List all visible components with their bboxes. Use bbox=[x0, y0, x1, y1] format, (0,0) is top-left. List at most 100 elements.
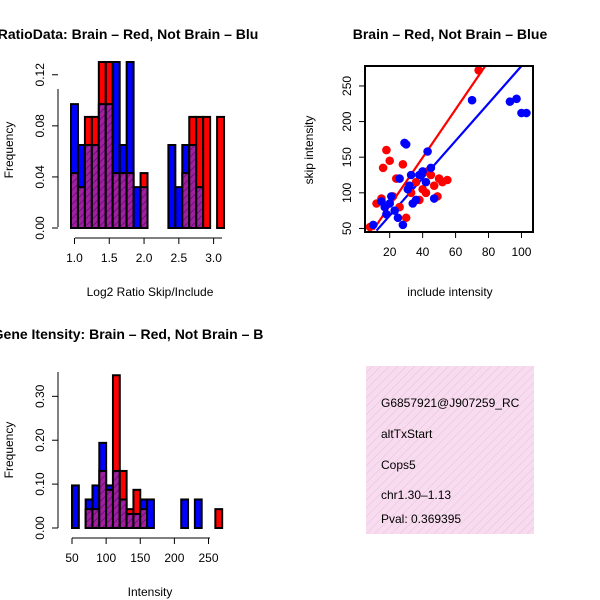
not-brain-point-21 bbox=[426, 163, 436, 173]
overlap-bar-9 bbox=[132, 512, 142, 530]
x-tick-label: 200 bbox=[164, 551, 184, 565]
info-panel: G6857921@J907259_RC altTxStart Cops5 chr… bbox=[366, 366, 534, 534]
overlap-bar-1 bbox=[76, 186, 86, 229]
intensity-histogram-xlabel: Intensity bbox=[128, 585, 173, 599]
not-brain-point-24 bbox=[505, 97, 515, 106]
not-brain-point-18 bbox=[418, 167, 427, 176]
not-brain-point-3 bbox=[382, 209, 391, 219]
brain-point-15 bbox=[421, 188, 431, 198]
overlap-bar-6 bbox=[111, 172, 121, 229]
intensity-scatter-xlabel: include intensity bbox=[407, 285, 492, 299]
not-brain-point-27 bbox=[522, 108, 531, 118]
brain-bar-21 bbox=[216, 115, 226, 229]
not-brain-point-25 bbox=[512, 94, 521, 104]
x-tick-label: 150 bbox=[130, 551, 150, 565]
overlap-bar-2 bbox=[84, 508, 94, 529]
x-tick-label: 60 bbox=[449, 245, 463, 259]
x-tick-label: 2.0 bbox=[136, 251, 153, 265]
intensity-scatter-panel: Brain – Red, Not Brain – Blue 20 40 60 80 10… bbox=[302, 26, 547, 299]
y-tick-label: 250 bbox=[340, 76, 354, 96]
overlap-bar-10 bbox=[139, 186, 149, 229]
y-tick-label: 0.00 bbox=[33, 216, 47, 240]
intensity-histogram-title: Gene Itensity: Brain – Red, Not Brain – … bbox=[0, 326, 263, 342]
not-brain-bar-15 bbox=[174, 186, 184, 229]
brain-point-12 bbox=[411, 177, 421, 187]
y-tick-label: 100 bbox=[340, 182, 354, 202]
x-tick-label: 1.0 bbox=[66, 251, 83, 265]
not-brain-point-5 bbox=[387, 192, 396, 201]
x-tick-label: 3.0 bbox=[205, 251, 222, 265]
info-gene-name: Cops5 bbox=[381, 458, 416, 472]
y-tick-label: 200 bbox=[340, 111, 354, 131]
y-tick-label: 150 bbox=[340, 147, 354, 167]
y-tick-label: 0.10 bbox=[33, 472, 47, 496]
brain-point-3 bbox=[378, 163, 388, 173]
not-brain-point-4 bbox=[385, 199, 395, 208]
not-brain-point-13 bbox=[405, 181, 414, 190]
info-event-type: altTxStart bbox=[381, 427, 433, 441]
overlap-bar-6 bbox=[111, 469, 121, 530]
x-tick-label: 40 bbox=[416, 245, 430, 259]
y-tick-label: 0.30 bbox=[33, 384, 47, 408]
y-tick-label: 0.04 bbox=[33, 165, 47, 189]
ratio-histogram-ylabel: Frequency bbox=[2, 122, 16, 179]
overlap-bar-18 bbox=[195, 186, 205, 229]
intensity-scatter-title: Brain – Red, Not Brain – Blue bbox=[353, 26, 548, 42]
not-brain-point-14 bbox=[406, 170, 416, 180]
overlap-bar-0 bbox=[70, 172, 79, 229]
overlap-bar-17 bbox=[188, 144, 198, 229]
overlap-bar-4 bbox=[97, 103, 107, 229]
not-brain-bar-11 bbox=[146, 498, 155, 530]
overlap-bar-5 bbox=[105, 488, 114, 530]
ratio-histogram-xlabel: Log2 Ratio Skip/Include bbox=[87, 285, 214, 299]
brain-point-17 bbox=[426, 170, 436, 180]
brain-bar-21 bbox=[214, 508, 224, 529]
overlap-bar-5 bbox=[104, 103, 114, 229]
overlap-bar-10 bbox=[139, 508, 149, 529]
not-brain-point-23 bbox=[467, 95, 477, 105]
not-brain-point-7 bbox=[393, 213, 403, 223]
info-location: chr1.30–1.13 bbox=[381, 488, 451, 502]
brain-point-22 bbox=[443, 175, 452, 185]
brain-point-10 bbox=[401, 213, 411, 223]
not-brain-bar-18 bbox=[193, 498, 203, 530]
brain-point-9 bbox=[398, 160, 408, 169]
ratio-histogram-title: RatioData: Brain – Red, Not Brain – Blu bbox=[0, 26, 258, 42]
brain-point-23 bbox=[474, 65, 483, 75]
y-tick-label: 0.08 bbox=[33, 114, 47, 138]
brain-bar-19 bbox=[202, 115, 212, 229]
overlap-bar-16 bbox=[181, 172, 191, 229]
x-tick-label: 100 bbox=[511, 245, 531, 259]
intensity-histogram-bars bbox=[71, 374, 224, 530]
not-brain-point-9 bbox=[398, 220, 408, 230]
y-tick-label: 50 bbox=[340, 221, 354, 235]
x-tick-label: 1.5 bbox=[101, 251, 118, 265]
overlap-bar-4 bbox=[98, 469, 108, 530]
overlap-bar-7 bbox=[118, 498, 128, 530]
brain-point-18 bbox=[429, 181, 439, 190]
brain-point-5 bbox=[385, 156, 395, 166]
x-tick-label: 250 bbox=[199, 551, 219, 565]
x-tick-label: 2.5 bbox=[170, 251, 187, 265]
intensity-scatter-frame bbox=[364, 65, 534, 233]
not-brain-bar-16 bbox=[180, 498, 190, 530]
x-tick-label: 80 bbox=[482, 245, 496, 259]
info-event-id: G6857921@J907259_RC bbox=[381, 396, 520, 410]
info-panel-background bbox=[366, 366, 534, 534]
overlap-bar-8 bbox=[125, 512, 135, 530]
not-brain-point-0 bbox=[368, 220, 378, 230]
x-tick-label: 100 bbox=[96, 551, 116, 565]
overlap-bar-3 bbox=[90, 144, 100, 229]
overlap-bar-8 bbox=[125, 172, 135, 229]
info-pval: Pval: 0.369395 bbox=[381, 512, 461, 526]
x-tick-label: 50 bbox=[65, 551, 79, 565]
not-brain-point-19 bbox=[421, 177, 431, 187]
y-tick-label: 0.00 bbox=[33, 516, 47, 540]
not-brain-point-16 bbox=[411, 195, 421, 205]
not-brain-point-6 bbox=[390, 206, 399, 215]
brain-point-4 bbox=[382, 145, 391, 155]
intensity-scatter-ylabel: skip intensity bbox=[302, 116, 316, 185]
overlap-bar-3 bbox=[91, 508, 101, 529]
not-brain-bar-14 bbox=[167, 144, 177, 229]
